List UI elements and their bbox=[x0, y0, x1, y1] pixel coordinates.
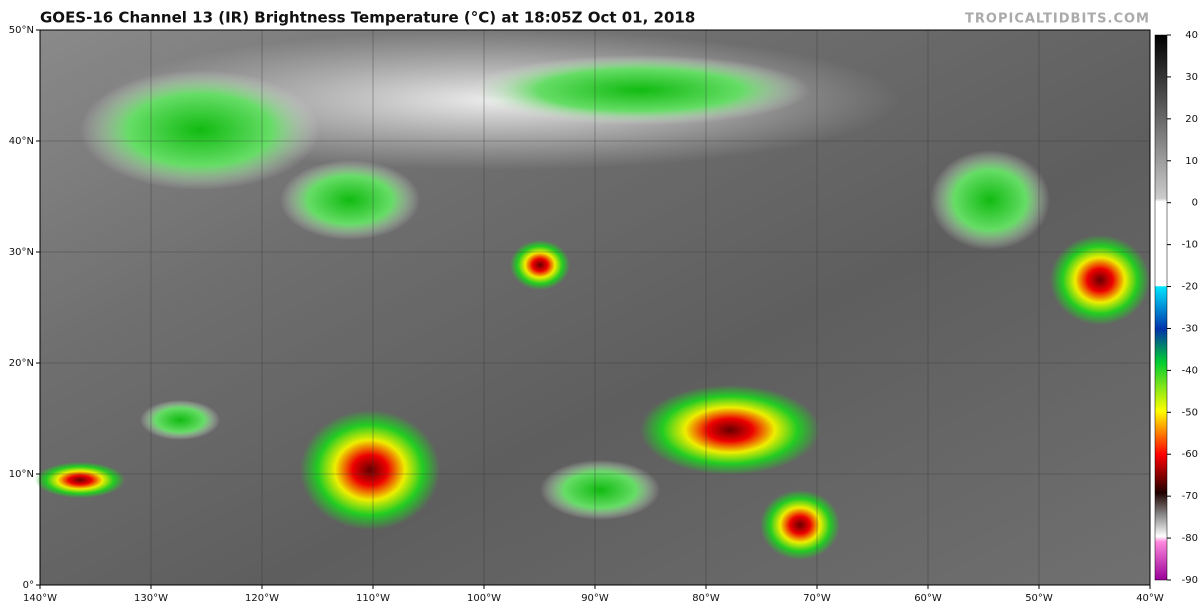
lon-label: 130°W bbox=[134, 593, 168, 604]
colorbar-label: 40 bbox=[1185, 30, 1198, 41]
colorbar-label: 0 bbox=[1192, 198, 1198, 209]
cloud bbox=[80, 70, 320, 190]
colorbar bbox=[1154, 34, 1168, 581]
colorbar-label: -70 bbox=[1182, 491, 1198, 502]
storm bbox=[760, 490, 840, 560]
cloud bbox=[540, 460, 660, 520]
lat-label: 40°N bbox=[9, 136, 34, 147]
colorbar-label: 30 bbox=[1185, 72, 1198, 83]
lat-label: 30°N bbox=[9, 247, 34, 258]
lon-label: 140°W bbox=[23, 593, 57, 604]
watermark: TROPICALTIDBITS.COM bbox=[965, 12, 1150, 27]
colorbar-label: 20 bbox=[1185, 114, 1198, 125]
storm bbox=[640, 385, 820, 475]
cloud bbox=[280, 160, 420, 240]
colorbar-label: -80 bbox=[1182, 533, 1198, 544]
title: GOES-16 Channel 13 (IR) Brightness Tempe… bbox=[40, 9, 695, 27]
cloud bbox=[140, 400, 220, 440]
storm bbox=[35, 462, 125, 498]
colorbar-label: -30 bbox=[1182, 323, 1198, 334]
lon-label: 90°W bbox=[581, 593, 609, 604]
cloud bbox=[470, 55, 810, 125]
colorbar-label: -40 bbox=[1182, 365, 1198, 376]
lon-label: 40°W bbox=[1136, 593, 1164, 604]
colorbar-label: -90 bbox=[1182, 575, 1198, 586]
lon-label: 60°W bbox=[914, 593, 942, 604]
cloud bbox=[930, 150, 1050, 250]
colorbar-label: -50 bbox=[1182, 407, 1198, 418]
lon-label: 110°W bbox=[356, 593, 390, 604]
colorbar-label: -60 bbox=[1182, 449, 1198, 460]
lat-label: 50°N bbox=[9, 25, 34, 36]
colorbar-label: 10 bbox=[1185, 156, 1198, 167]
lon-label: 80°W bbox=[692, 593, 720, 604]
storm bbox=[510, 240, 570, 290]
lat-label: 10°N bbox=[9, 469, 34, 480]
lon-label: 120°W bbox=[245, 593, 279, 604]
storm bbox=[1050, 235, 1150, 325]
lon-label: 100°W bbox=[467, 593, 501, 604]
colorbar-label: -20 bbox=[1182, 282, 1198, 293]
lon-label: 50°W bbox=[1025, 593, 1053, 604]
lat-label: 20°N bbox=[9, 358, 34, 369]
imagery bbox=[35, 30, 1150, 585]
colorbar-label: -10 bbox=[1182, 240, 1198, 251]
lon-label: 70°W bbox=[803, 593, 831, 604]
lat-label: 0° bbox=[23, 580, 34, 591]
storm bbox=[300, 410, 440, 530]
